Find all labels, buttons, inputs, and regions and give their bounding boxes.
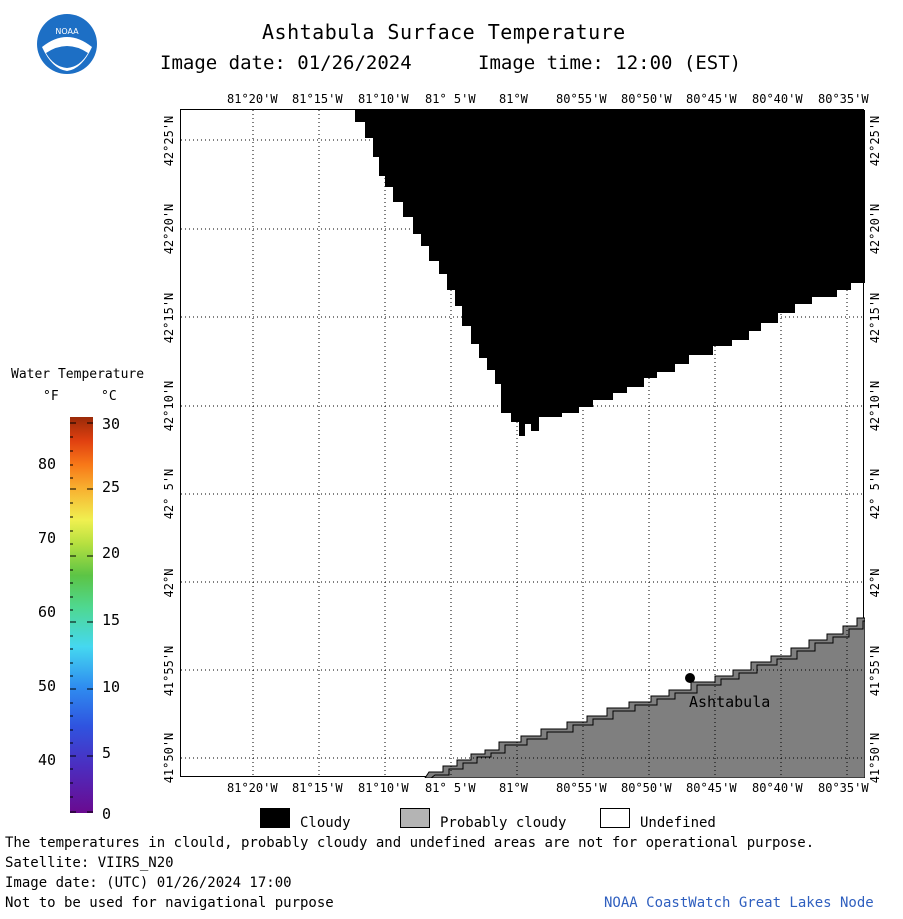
lat-label: 41°50'N — [162, 732, 176, 784]
image-date-label: Image date: 01/26/2024 — [160, 52, 412, 74]
lon-label: 80°35'W — [818, 781, 869, 795]
lat-label: 42°10'N — [868, 380, 882, 432]
footer-disclaimer: The temperatures in clould, probably clo… — [5, 835, 815, 851]
lon-label: 81° 5'W — [425, 92, 476, 106]
f-tick: 80 — [38, 455, 57, 473]
cloudy-swatch — [260, 808, 290, 828]
footer-credit: NOAA CoastWatch Great Lakes Node — [604, 895, 874, 911]
probably-cloudy-swatch — [400, 808, 430, 828]
lat-label: 41°55'N — [868, 645, 882, 697]
lon-label: 80°45'W — [686, 92, 737, 106]
f-tick: 50 — [38, 677, 57, 695]
lon-label: 81°W — [499, 781, 528, 795]
noaa-logo: NOAA — [36, 13, 98, 75]
cloud-region — [355, 110, 865, 436]
lat-label: 42° 5'N — [162, 468, 176, 520]
lat-label: 42°25'N — [162, 115, 176, 167]
lat-label: 41°55'N — [162, 645, 176, 697]
lon-label: 80°45'W — [686, 781, 737, 795]
undefined-label: Undefined — [640, 815, 716, 831]
lon-label: 81°20'W — [227, 92, 278, 106]
lon-label: 81°10'W — [358, 92, 409, 106]
f-tick: 60 — [38, 603, 57, 621]
lon-label: 80°50'W — [621, 781, 672, 795]
lon-label: 80°55'W — [556, 781, 607, 795]
image-time-label: Image time: 12:00 (EST) — [478, 52, 742, 74]
cloudy-label: Cloudy — [300, 815, 351, 831]
map-panel: Ashtabula — [180, 109, 865, 778]
colorbar — [70, 417, 93, 813]
lon-label: 80°50'W — [621, 92, 672, 106]
lon-label: 80°40'W — [752, 781, 803, 795]
place-label: Ashtabula — [689, 693, 770, 711]
lon-label: 81°20'W — [227, 781, 278, 795]
graticule — [181, 110, 865, 778]
lon-label: 81°W — [499, 92, 528, 106]
lat-label: 42°N — [162, 568, 176, 598]
unit-f-label: °F — [43, 389, 59, 404]
c-tick: 20 — [102, 544, 121, 562]
lon-label: 80°55'W — [556, 92, 607, 106]
lat-label: 42°15'N — [162, 292, 176, 344]
footer-satellite: Satellite: VIIRS_N20 — [5, 855, 174, 871]
footer-image-date: Image date: (UTC) 01/26/2024 17:00 — [5, 875, 292, 891]
land-region — [424, 617, 865, 778]
unit-c-label: °C — [101, 389, 117, 404]
f-tick: 70 — [38, 529, 57, 547]
lat-label: 42°15'N — [868, 292, 882, 344]
lat-label: 42°N — [868, 568, 882, 598]
colorbar-title: Water Temperature — [11, 367, 145, 382]
lon-label: 81° 5'W — [425, 781, 476, 795]
lon-label: 81°15'W — [292, 781, 343, 795]
lat-label: 42°20'N — [868, 203, 882, 255]
c-tick: 0 — [102, 805, 112, 823]
c-tick: 10 — [102, 678, 121, 696]
lon-label: 80°35'W — [818, 92, 869, 106]
c-tick: 30 — [102, 415, 121, 433]
undefined-swatch — [600, 808, 630, 828]
f-tick: 40 — [38, 751, 57, 769]
noaa-logo-text: NOAA — [55, 27, 79, 36]
lat-label: 42°25'N — [868, 115, 882, 167]
page-title: Ashtabula Surface Temperature — [262, 20, 626, 44]
lat-label: 42° 5'N — [868, 468, 882, 520]
c-tick: 25 — [102, 478, 121, 496]
lat-label: 42°20'N — [162, 203, 176, 255]
lon-label: 81°15'W — [292, 92, 343, 106]
c-tick: 15 — [102, 611, 121, 629]
footer-navigation-note: Not to be used for navigational purpose — [5, 895, 334, 911]
lat-label: 41°50'N — [868, 732, 882, 784]
lon-label: 80°40'W — [752, 92, 803, 106]
lon-label: 81°10'W — [358, 781, 409, 795]
c-tick: 5 — [102, 744, 112, 762]
probably-cloudy-label: Probably cloudy — [440, 815, 567, 831]
lat-label: 42°10'N — [162, 380, 176, 432]
ashtabula-marker — [685, 673, 695, 683]
